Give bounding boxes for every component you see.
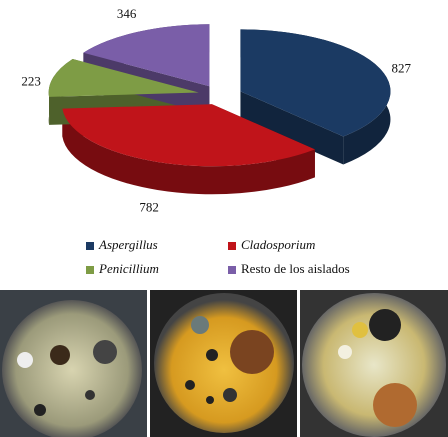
legend-swatch	[228, 242, 236, 250]
legend-label: Resto de los aislados	[241, 261, 350, 276]
pie	[48, 24, 391, 195]
legend-label: Penicillium	[98, 261, 159, 276]
slice	[240, 29, 391, 137]
slice	[62, 104, 315, 167]
slice	[83, 24, 210, 87]
pie-tops	[48, 24, 391, 167]
data-label: 346	[117, 6, 137, 21]
slice-side	[62, 108, 315, 195]
data-label: 223	[21, 73, 41, 88]
legend-swatch	[228, 266, 236, 274]
slice	[48, 58, 199, 97]
photo-panel	[300, 290, 448, 437]
photo-panel	[150, 290, 297, 437]
legend-swatch	[86, 242, 94, 250]
photo-panel	[0, 290, 147, 437]
data-label: 782	[139, 200, 159, 215]
data-label: 827	[391, 61, 411, 76]
legend-swatch	[86, 266, 94, 274]
slice-side	[240, 91, 344, 165]
legend-label: Cladosporium	[241, 237, 315, 252]
legend-label: Aspergillus	[98, 237, 158, 252]
